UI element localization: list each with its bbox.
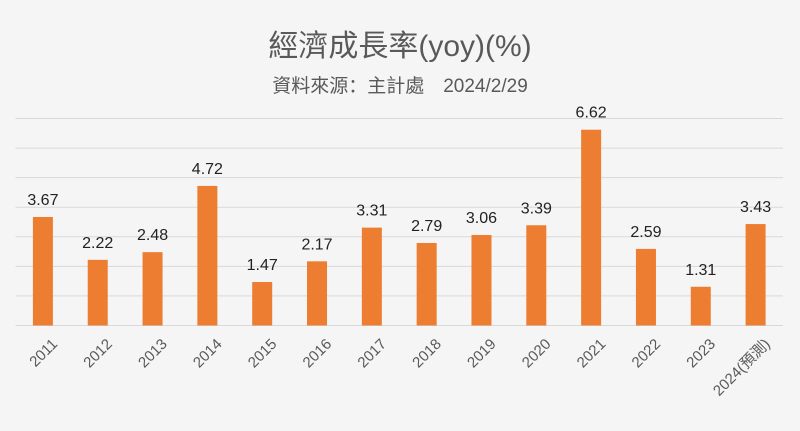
x-tick-label: 2013 <box>135 336 171 372</box>
data-label: 6.62 <box>576 105 607 122</box>
bar-2015 <box>252 282 273 326</box>
data-label: 3.67 <box>27 192 58 209</box>
x-tick-label: 2019 <box>464 336 500 372</box>
chart-subtitle: 資料來源：主計處 2024/2/29 <box>272 75 528 97</box>
x-tick-label: 2020 <box>519 336 555 372</box>
x-tick-label: 2011 <box>26 336 61 371</box>
bar-2016 <box>307 261 328 326</box>
bar-2020 <box>526 225 547 326</box>
data-label: 3.43 <box>740 199 771 216</box>
data-label: 2.48 <box>137 227 168 244</box>
bar-2011 <box>32 216 53 326</box>
data-label: 1.47 <box>247 257 278 274</box>
bar-2022 <box>635 248 656 326</box>
chart-title: 經濟成長率(yoy)(%) <box>268 30 531 63</box>
bar-2017 <box>361 227 382 326</box>
data-label: 1.31 <box>685 262 716 279</box>
bar-2021 <box>581 129 602 326</box>
bar-2012 <box>87 259 108 326</box>
bar-2014 <box>197 185 218 326</box>
bar-2023 <box>690 286 711 326</box>
data-label: 2.22 <box>82 235 113 252</box>
x-tick-label: 2016 <box>300 336 336 372</box>
x-tick-label: 2014 <box>190 336 226 372</box>
x-tick-label: 2022 <box>629 336 665 372</box>
x-tick-label: 2021 <box>574 336 610 372</box>
data-label: 4.72 <box>192 161 223 178</box>
bar-2013 <box>142 252 163 326</box>
x-tick-label: 2017 <box>354 336 390 372</box>
x-tick-label: 2015 <box>245 336 281 372</box>
x-tick-label: 2024(預測) <box>710 336 774 400</box>
x-tick-label: 2012 <box>80 336 116 372</box>
data-label: 3.31 <box>356 203 387 220</box>
bar-2019 <box>471 235 492 326</box>
bar-2024(預測) <box>745 224 766 326</box>
bar-2018 <box>416 242 437 326</box>
data-label: 3.39 <box>521 200 552 217</box>
data-label: 2.79 <box>411 218 442 235</box>
data-label: 2.59 <box>630 224 661 241</box>
x-tick-label: 2023 <box>683 336 719 372</box>
data-label: 3.06 <box>466 210 497 227</box>
x-tick-label: 2018 <box>409 336 445 372</box>
data-label: 2.17 <box>301 236 332 253</box>
